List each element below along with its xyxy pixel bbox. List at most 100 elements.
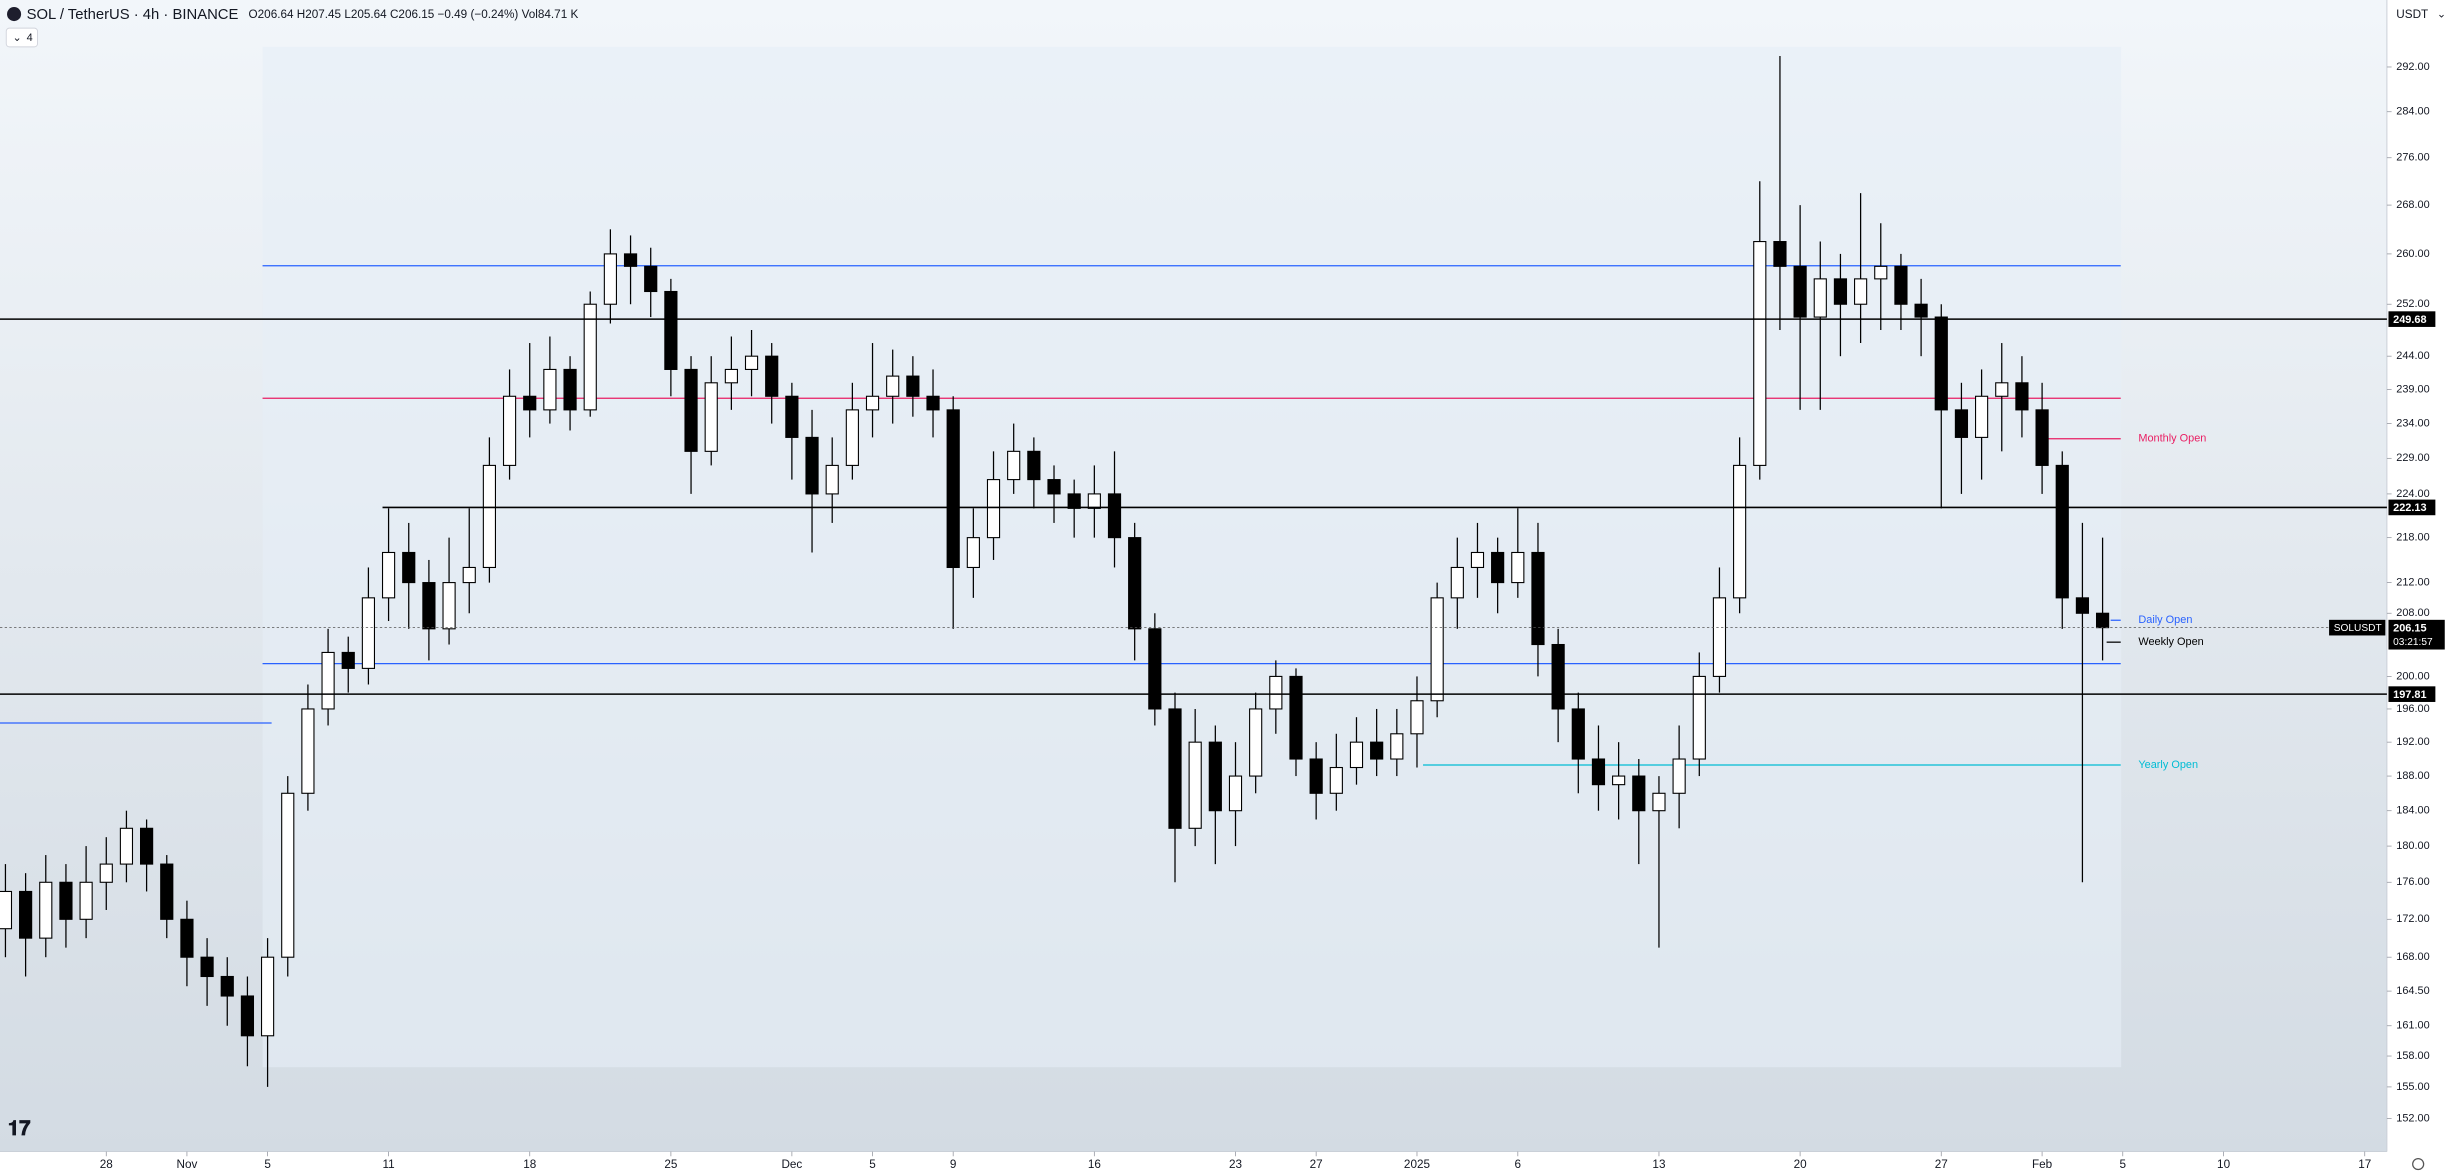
price-level-box <box>2388 499 2436 516</box>
candle-body <box>2015 382 2029 411</box>
y-tick-label: 260.00 <box>2396 248 2429 260</box>
x-tick-label: 25 <box>664 1158 678 1171</box>
candle-body <box>321 651 335 710</box>
candle-body <box>1571 708 1585 760</box>
x-tick-label: 2025 <box>1404 1158 1431 1171</box>
price-level-label: 222.13 <box>2393 502 2426 514</box>
candle-body <box>1128 537 1142 630</box>
candle-body <box>1551 643 1565 710</box>
x-tick-label: 5 <box>2119 1158 2126 1171</box>
x-tick-label: 9 <box>950 1158 957 1171</box>
x-tick-label: 5 <box>264 1158 271 1171</box>
candle-body <box>1249 708 1263 777</box>
candle-body <box>240 995 255 1037</box>
candle-body <box>1087 493 1101 509</box>
level-label: Yearly Open <box>2138 759 2198 771</box>
candle-body <box>1208 741 1222 812</box>
price-level-label: 249.68 <box>2393 314 2426 326</box>
y-tick-label: 155.00 <box>2396 1081 2429 1093</box>
candle-body <box>563 368 577 411</box>
candle-body <box>341 651 355 669</box>
candle-body <box>59 881 73 920</box>
candle-body <box>0 890 13 930</box>
candle-body <box>1511 551 1525 584</box>
candle-body <box>2035 409 2049 466</box>
candle-body <box>180 918 194 958</box>
candle-body <box>1148 628 1162 710</box>
candle-body <box>2095 612 2110 629</box>
candle-body <box>966 537 980 569</box>
y-tick-label: 239.00 <box>2396 383 2429 395</box>
candle-body <box>1228 775 1243 812</box>
price-axis <box>2386 0 2451 1175</box>
x-tick-label: Nov <box>177 1158 198 1171</box>
y-tick-label: 234.00 <box>2396 417 2429 429</box>
x-tick-label: 13 <box>1652 1158 1665 1171</box>
candle-body <box>1390 733 1404 760</box>
candle-body <box>1934 316 1948 411</box>
y-tick-label: 218.00 <box>2396 532 2429 544</box>
y-tick-label: 276.00 <box>2396 152 2429 164</box>
indicators-toggle[interactable] <box>5 27 38 48</box>
candle-body <box>462 566 476 584</box>
candle-body <box>543 368 557 411</box>
candle-body <box>1995 382 2009 397</box>
last-price-label: 206.15 <box>2393 622 2426 634</box>
candle-body <box>886 375 900 397</box>
candle-body <box>1652 792 1666 812</box>
candle-body <box>805 436 819 495</box>
symbol-tag-label: SOLUSDT <box>2334 623 2382 634</box>
candle-body <box>1410 700 1424 735</box>
y-tick-label: 208.00 <box>2396 607 2429 619</box>
candle-body <box>1349 741 1364 769</box>
candle-body <box>200 956 214 978</box>
x-tick-label: 20 <box>1794 1158 1808 1171</box>
candle-body <box>1329 766 1343 794</box>
candle-body <box>1874 265 1888 280</box>
candle-body <box>260 956 275 1037</box>
y-tick-label: 164.50 <box>2396 985 2429 997</box>
time-axis <box>0 1151 2387 1175</box>
candle-body <box>684 368 698 452</box>
candle-body <box>1370 741 1384 760</box>
plot-layer: Monthly Open Daily Open Weekly Open Yearly … <box>0 55 2206 1087</box>
symbol-title[interactable]: SOL / TetherUS · 4h · BINANCE <box>27 7 239 23</box>
y-tick-label: 180.00 <box>2396 840 2429 852</box>
brand-logo: 𝟏𝟕 <box>8 1118 31 1140</box>
currency-chevron: ⌄ <box>2437 9 2446 21</box>
candle-body <box>1450 566 1464 599</box>
x-tick-label: 18 <box>523 1158 537 1171</box>
y-tick-label: 172.00 <box>2396 913 2429 925</box>
y-tick-label: 200.00 <box>2396 670 2429 682</box>
currency-select[interactable]: USDT <box>2396 8 2428 21</box>
settings-icon[interactable] <box>2412 1157 2425 1171</box>
candle-body <box>422 582 436 630</box>
level-label: Weekly Open <box>2138 636 2203 648</box>
candle-body <box>845 409 859 466</box>
candle-body <box>906 375 920 397</box>
candle-body <box>1027 450 1041 481</box>
candle-body <box>744 355 759 370</box>
candle-body <box>1632 775 1646 812</box>
y-tick-label: 176.00 <box>2396 876 2429 888</box>
candle-body <box>1712 597 1727 677</box>
x-tick-label: 5 <box>869 1158 876 1171</box>
candle-body <box>1954 409 1969 438</box>
x-tick-label: 6 <box>1515 1158 1522 1171</box>
candle-body <box>220 975 234 997</box>
x-tick-label: Feb <box>2032 1158 2053 1171</box>
y-tick-label: 224.00 <box>2396 488 2429 500</box>
y-tick-label: 152.00 <box>2396 1112 2429 1124</box>
countdown-label: 03:21:57 <box>2393 637 2433 648</box>
y-tick-label: 158.00 <box>2396 1050 2429 1062</box>
candle-body <box>1107 493 1122 539</box>
candle-body <box>281 792 295 958</box>
candle-body <box>765 355 779 397</box>
level-label: Monthly Open <box>2138 433 2206 445</box>
candle-body <box>2055 464 2069 599</box>
y-tick-label: 212.00 <box>2396 576 2429 588</box>
candle-body <box>926 395 940 411</box>
x-tick-label: 27 <box>1935 1158 1948 1171</box>
candle-body <box>402 551 416 584</box>
candle-body <box>79 881 93 920</box>
